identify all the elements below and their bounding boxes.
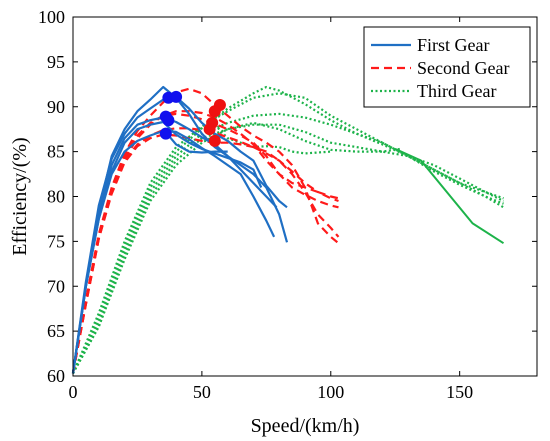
legend-label-3: Third Gear [417,81,496,101]
y-tick-label-2: 70 [47,276,65,296]
series-2-marker-3 [203,123,216,136]
y-tick-label-3: 75 [47,231,65,251]
series-3-line-2 [72,112,505,374]
plot-lines [71,85,505,374]
y-tick-label-8: 100 [38,7,65,27]
y-tick-label-7: 95 [47,52,65,72]
series-3-tail [394,147,505,245]
x-tick-label-0: 0 [69,382,78,402]
x-tick-label-1: 50 [193,382,211,402]
legend: First Gear Second Gear Third Gear [363,26,531,108]
axis-ticks: 0 50 100 150 60 65 70 75 80 85 90 95 100 [38,7,537,402]
y-tick-label-1: 65 [47,321,65,341]
series-2-line-0 [71,110,339,374]
y-tick-label-5: 85 [47,142,65,162]
y-axis-label: Efficiency/(%) [9,137,31,255]
x-tick-label-2: 100 [317,382,344,402]
legend-label-1: First Gear [417,35,489,55]
series-2-marker-1 [208,105,221,118]
x-tick-label-3: 150 [446,382,473,402]
legend-label-2: Second Gear [417,58,509,78]
series-1-line-4 [71,129,276,374]
series-1-line-2 [71,85,289,374]
series-3-line-1 [72,85,504,374]
series-1-marker-4 [159,127,172,140]
plot-markers [159,90,226,147]
y-tick-label-0: 60 [47,366,65,386]
series-1-line-5 [162,128,228,154]
series-1-marker-1 [170,90,183,103]
series-3-line-0 [71,92,504,374]
series-1-marker-3 [162,114,175,127]
series-1-line-1 [71,95,288,374]
y-tick-label-6: 90 [47,97,65,117]
series-1-line-0 [71,116,278,374]
x-axis-label: Speed/(km/h) [251,415,360,437]
series-3 [71,85,505,374]
series-3-line-4 [72,121,401,374]
series-2-marker-4 [208,134,221,147]
series-1 [71,85,289,374]
series-3-line-5 [214,123,331,155]
y-tick-label-4: 80 [47,187,65,207]
